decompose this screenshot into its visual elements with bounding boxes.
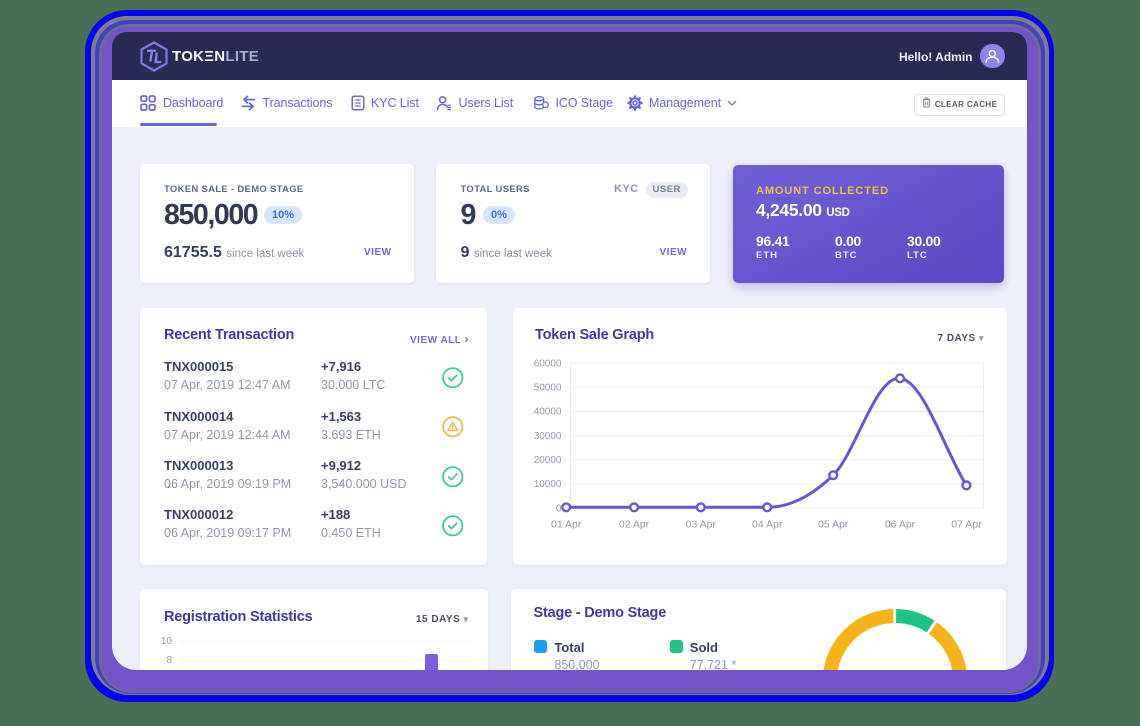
svg-text:40000: 40000 [533,407,561,418]
svg-text:04 Apr: 04 Apr [752,519,783,531]
svg-text:06 Apr: 06 Apr [884,519,915,531]
svg-text:01 Apr: 01 Apr [551,519,582,531]
svg-text:0: 0 [555,503,561,514]
svg-text:03 Apr: 03 Apr [685,519,716,531]
svg-text:50000: 50000 [533,383,561,394]
svg-text:02 Apr: 02 Apr [618,519,649,531]
svg-text:20000: 20000 [533,455,561,466]
svg-text:07 Apr: 07 Apr [951,519,982,531]
svg-text:30000: 30000 [533,431,561,442]
svg-text:60000: 60000 [533,358,561,369]
svg-text:10000: 10000 [533,479,561,490]
svg-text:05 Apr: 05 Apr [818,519,849,531]
